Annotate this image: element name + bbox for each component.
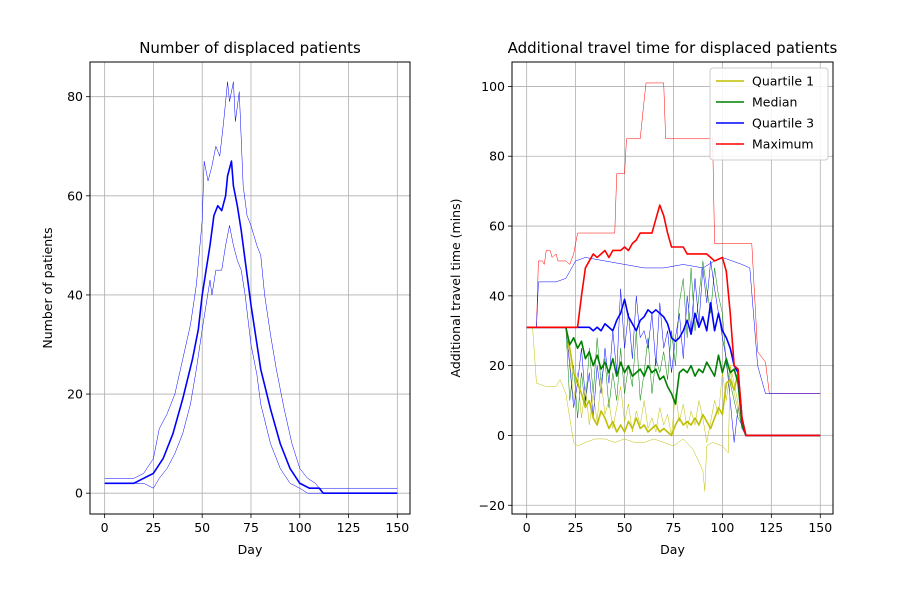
right-axes-frame <box>511 61 834 515</box>
x-tick-label: 25 <box>568 520 584 535</box>
legend-label: Maximum <box>752 137 814 152</box>
x-tick-label: 50 <box>617 520 633 535</box>
y-tick-label: 60 <box>67 188 83 203</box>
y-tick-label: 100 <box>481 79 505 94</box>
legend-label: Quartile 1 <box>752 74 814 89</box>
y-tick-label: 60 <box>489 219 505 234</box>
series-line-lower <box>104 225 398 494</box>
y-tick-label: 20 <box>67 387 83 402</box>
x-tick-label: 100 <box>288 520 312 535</box>
legend: Quartile 1 Median Quartile 3 Maximum <box>709 67 829 161</box>
left-chart-title: Number of displaced patients <box>139 39 361 57</box>
series-line-quartile-3 <box>526 298 821 437</box>
right-y-axis-label: Additional travel time (mins) <box>448 198 463 377</box>
legend-label: Median <box>752 95 797 110</box>
left-ticks: 0 25 50 75 100 125 150 0 20 40 60 80 <box>67 89 409 535</box>
x-tick-label: 0 <box>523 520 531 535</box>
left-y-axis-label: Number of patients <box>40 227 55 348</box>
legend-box <box>709 67 829 161</box>
series-line-maximum <box>526 204 821 437</box>
y-tick-label: 80 <box>489 149 505 164</box>
series-line-band <box>526 327 821 492</box>
y-tick-label: 20 <box>489 358 505 373</box>
series-line-band <box>526 257 821 394</box>
legend-label: Quartile 3 <box>752 116 814 131</box>
right-series <box>526 82 821 492</box>
y-tick-label: 0 <box>75 486 83 501</box>
x-tick-label: 25 <box>145 520 161 535</box>
right-ticks: 0 25 50 75 100 125 150 −20 0 20 40 60 80 100 <box>479 79 833 535</box>
right-axes: 0 25 50 75 100 125 150 −20 0 20 40 60 80 100 Addition… <box>448 39 838 557</box>
x-tick-label: 0 <box>101 520 109 535</box>
series-line-quartile-1 <box>526 326 821 437</box>
series-line-median <box>526 326 821 437</box>
x-tick-label: 75 <box>243 520 259 535</box>
y-tick-label: 40 <box>67 287 83 302</box>
right-x-axis-label: Day <box>660 542 685 557</box>
x-tick-label: 75 <box>666 520 682 535</box>
x-tick-label: 150 <box>385 520 409 535</box>
y-tick-label: 0 <box>497 428 505 443</box>
x-tick-label: 125 <box>337 520 361 535</box>
left-axes-frame <box>89 61 411 515</box>
left-axes: 0 25 50 75 100 125 150 0 20 40 60 80 Number of disp… <box>40 39 411 557</box>
x-tick-label: 150 <box>808 520 832 535</box>
series-line-upper <box>104 81 398 489</box>
left-x-axis-label: Day <box>238 542 263 557</box>
x-tick-label: 50 <box>194 520 210 535</box>
left-series <box>104 81 398 494</box>
y-tick-label: 80 <box>67 89 83 104</box>
x-tick-label: 100 <box>710 520 734 535</box>
series-line-mean <box>104 160 398 494</box>
right-chart-title: Additional travel time for displaced pat… <box>508 39 838 57</box>
y-tick-label: −20 <box>479 498 505 513</box>
x-tick-label: 125 <box>759 520 783 535</box>
series-line-band <box>526 327 821 443</box>
y-tick-label: 40 <box>489 288 505 303</box>
series-line-band <box>526 82 821 394</box>
